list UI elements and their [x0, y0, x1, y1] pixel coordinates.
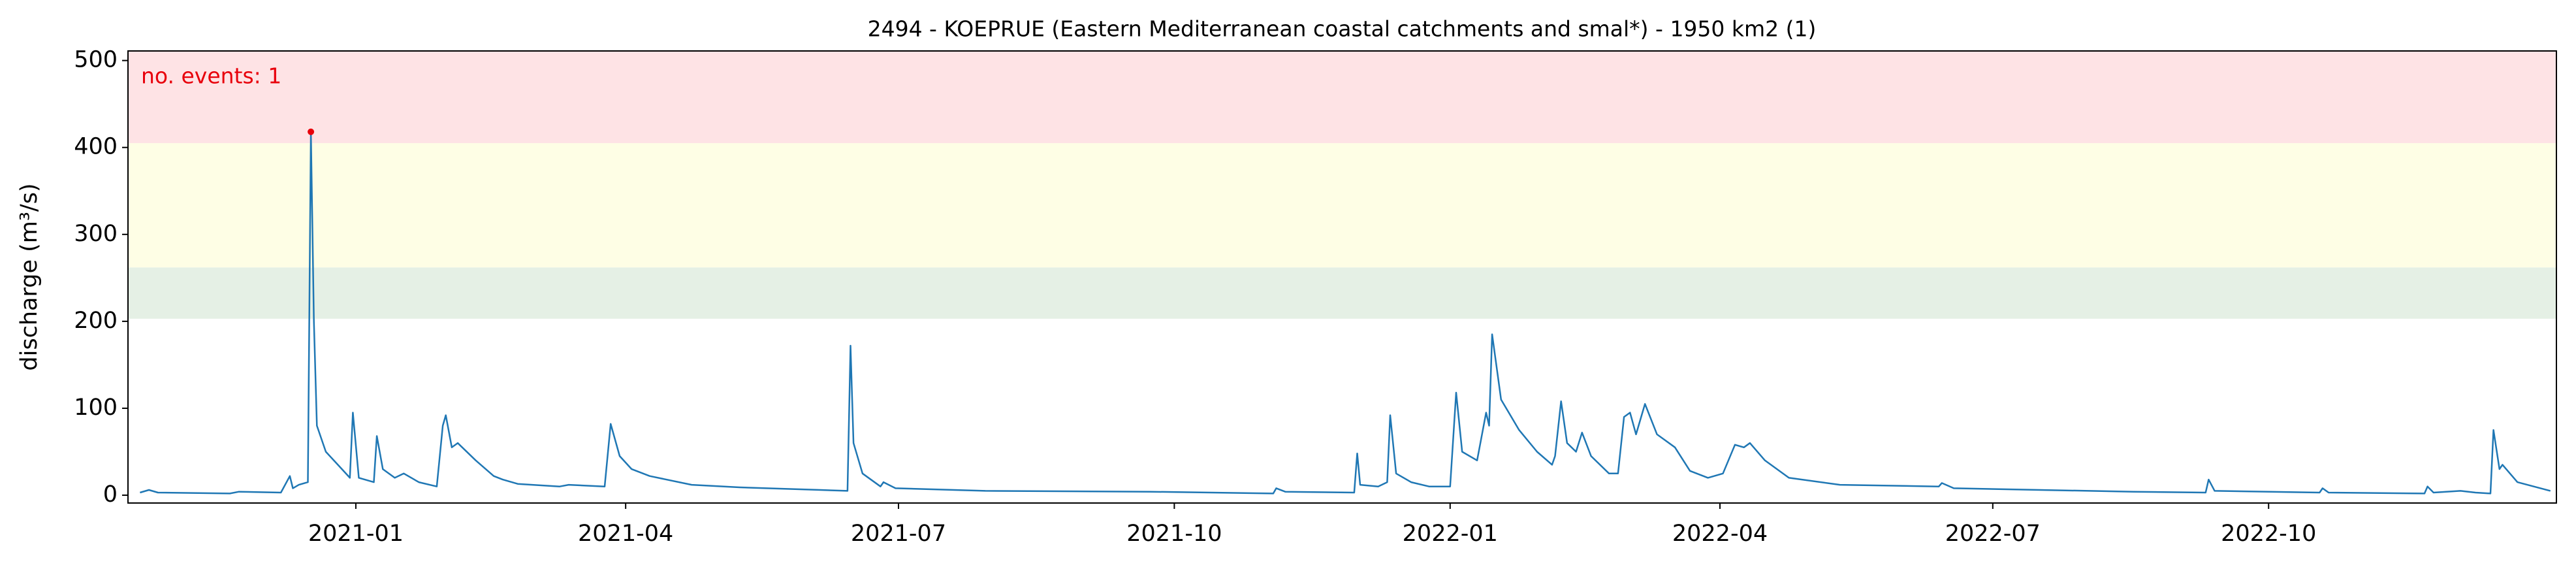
chart-title: 2494 - KOEPRUE (Eastern Mediterranean co…: [868, 16, 1817, 42]
x-tick-label: 2021-01: [308, 521, 404, 547]
x-tick-label: 2022-01: [1403, 521, 1498, 547]
x-tick-label: 2022-10: [2221, 521, 2316, 547]
x-tick-label: 2022-04: [1672, 521, 1768, 547]
x-tick-label: 2022-07: [1945, 521, 2041, 547]
y-tick-label: 500: [74, 47, 118, 73]
y-tick-label: 0: [103, 481, 118, 508]
threshold-band: [128, 51, 2556, 144]
y-tick-label: 400: [74, 134, 118, 160]
threshold-band: [128, 267, 2556, 319]
event-marker: [308, 128, 315, 135]
x-tick-label: 2021-04: [578, 521, 673, 547]
x-tick-label: 2021-07: [851, 521, 946, 547]
x-tick-label: 2021-10: [1126, 521, 1222, 547]
threshold-band: [128, 143, 2556, 268]
event-count: no. events: 1: [141, 63, 281, 89]
y-axis-label: discharge (m³/s): [16, 183, 42, 370]
y-tick-label: 100: [74, 395, 118, 421]
y-tick-label: 200: [74, 308, 118, 334]
y-tick-label: 300: [74, 221, 118, 247]
plot-frame: [127, 50, 2557, 504]
discharge-line: [140, 131, 2551, 495]
